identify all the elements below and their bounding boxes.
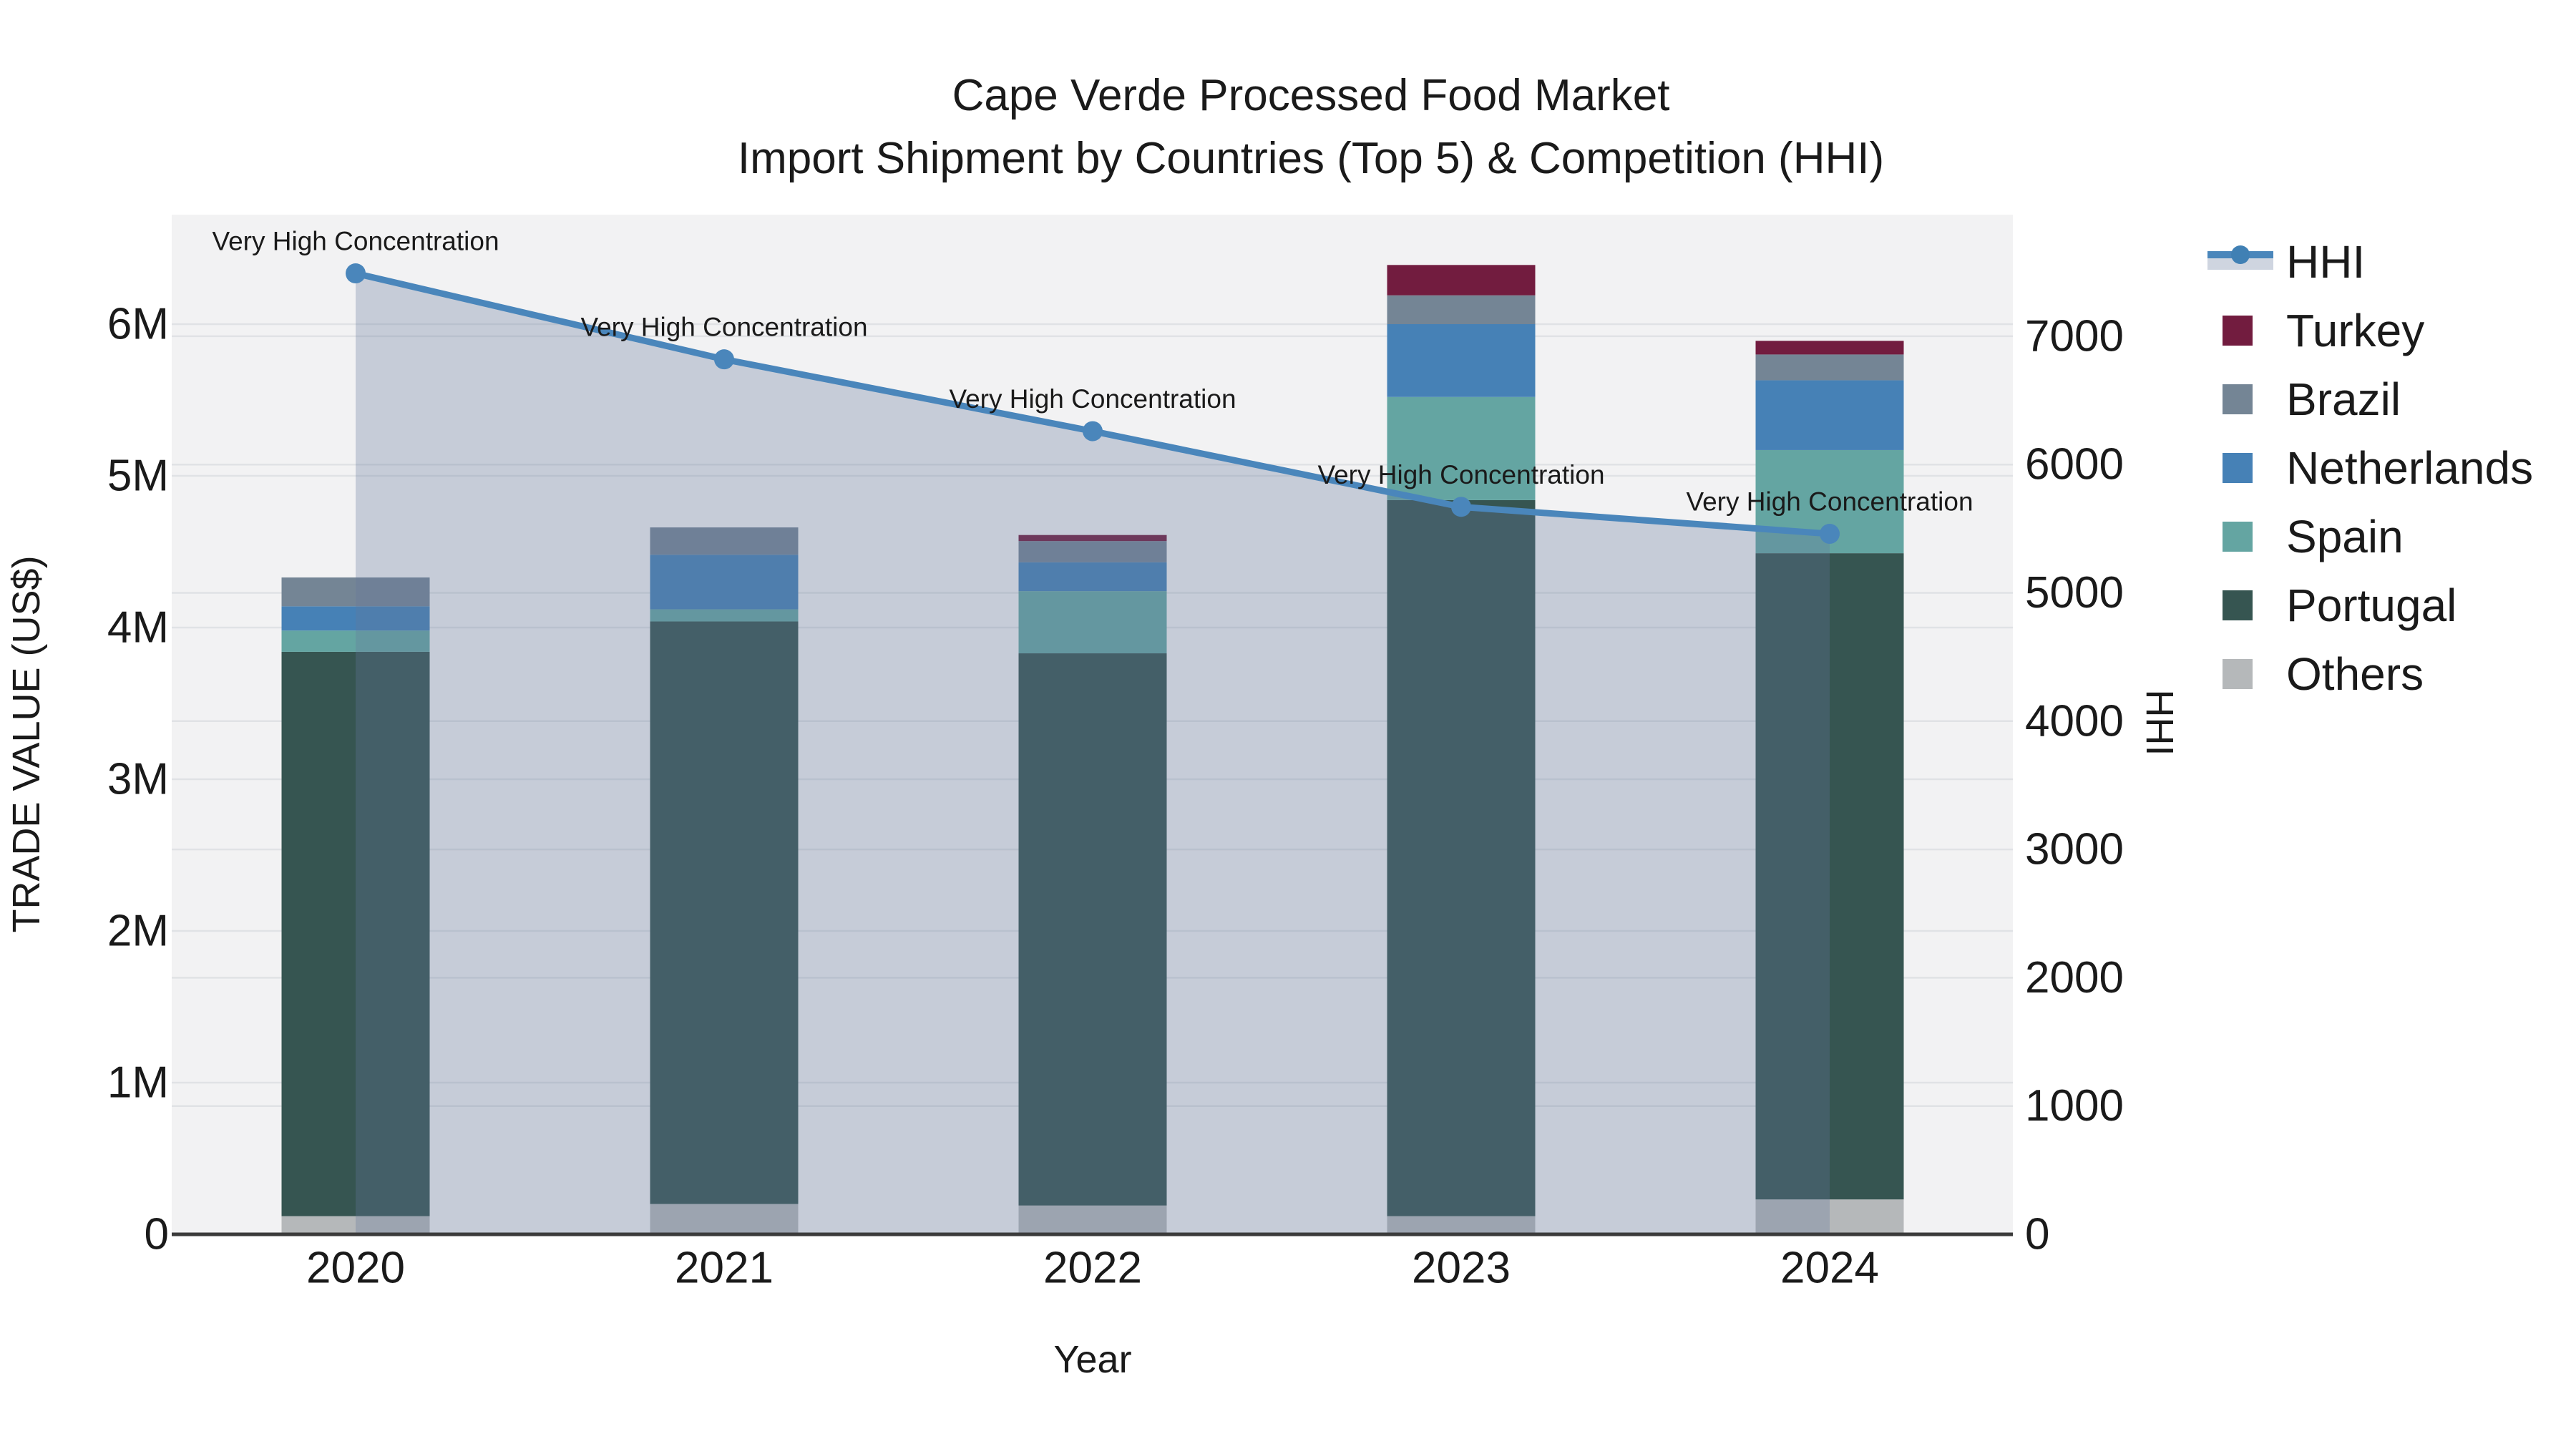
bar-2022-netherlands: [1018, 562, 1167, 592]
y-left-tick-1M: 1M: [107, 1058, 169, 1108]
x-tick-2021: 2021: [675, 1244, 774, 1293]
bar-2020-brazil: [281, 577, 430, 607]
y-right-tick-5000: 5000: [2025, 568, 2124, 618]
y-left-tick-0: 0: [145, 1210, 169, 1259]
hhi-point-2023: [1451, 497, 1471, 517]
y-right-tick-4000: 4000: [2025, 696, 2124, 746]
bar-2022-others: [1018, 1205, 1167, 1234]
y-right-tick-1000: 1000: [2025, 1081, 2124, 1131]
y-right-tick-3000: 3000: [2025, 825, 2124, 874]
hhi-point-2020: [346, 263, 366, 284]
y-left-tick-5M: 5M: [107, 452, 169, 501]
legend-label: Others: [2286, 648, 2424, 700]
legend-item-turkey: Turkey: [2207, 296, 2533, 365]
y-left-tick-2M: 2M: [107, 907, 169, 956]
y-right-tick-6000: 6000: [2025, 440, 2124, 489]
annotation-2024: Very High Concentration: [1686, 487, 1973, 517]
bar-2020-others: [281, 1216, 430, 1234]
hhi-line-legend-icon: [2207, 245, 2273, 270]
annotation-2022: Very High Concentration: [949, 384, 1236, 414]
hhi-line: [346, 263, 1840, 545]
annotations: Very High Concentration Very High Concent…: [212, 227, 1973, 517]
x-tick-2024: 2024: [1780, 1244, 1879, 1293]
bar-2020-spain: [281, 630, 430, 652]
bar-2023-spain: [1387, 396, 1536, 500]
legend-item-others: Others: [2207, 640, 2533, 708]
bar-2021-spain: [650, 609, 799, 622]
y-right-tick-7000: 7000: [2025, 311, 2124, 361]
bar-2022-brazil: [1018, 541, 1167, 562]
others-swatch-icon: [2207, 659, 2273, 689]
legend-label: Portugal: [2286, 580, 2457, 631]
bar-2021-brazil: [650, 527, 799, 555]
bar-2022-turkey: [1018, 535, 1167, 542]
bar-2022-portugal: [1018, 653, 1167, 1206]
bar-2023-others: [1387, 1216, 1536, 1234]
brazil-swatch-icon: [2207, 384, 2273, 414]
hhi-point-2021: [714, 349, 734, 370]
y-axis-left-title: TRADE VALUE (US$): [5, 555, 48, 932]
chart-title-line1: Cape Verde Processed Food Market: [952, 71, 1670, 120]
bar-2024-netherlands: [1755, 380, 1904, 450]
chart-title-line2: Import Shipment by Countries (Top 5) & C…: [737, 134, 1885, 183]
x-axis-title: Year: [1053, 1338, 1131, 1381]
bar-2023-turkey: [1387, 265, 1536, 296]
spain-swatch-icon: [2207, 522, 2273, 552]
y-left-tick-6M: 6M: [107, 300, 169, 349]
legend-label: Brazil: [2286, 374, 2401, 425]
hhi-point-2024: [1820, 524, 1840, 545]
x-tick-2023: 2023: [1412, 1244, 1511, 1293]
y-right-tick-2000: 2000: [2025, 953, 2124, 1002]
bar-2024-brazil: [1755, 354, 1904, 381]
legend-item-brazil: Brazil: [2207, 365, 2533, 434]
legend-label: HHI: [2286, 236, 2366, 288]
hhi-point-2022: [1083, 421, 1103, 441]
bar-2021-others: [650, 1204, 799, 1234]
bar-2021-portugal: [650, 621, 799, 1204]
x-tick-2020: 2020: [306, 1244, 405, 1293]
bar-2020-netherlands: [281, 606, 430, 631]
bar-2023-brazil: [1387, 295, 1536, 324]
legend-item-hhi: HHI: [2207, 228, 2533, 296]
bar-2022-spain: [1018, 591, 1167, 654]
legend-label: Turkey: [2286, 305, 2425, 356]
legend-label: Spain: [2286, 511, 2404, 562]
turkey-swatch-icon: [2207, 316, 2273, 346]
annotation-2020: Very High Concentration: [212, 227, 499, 256]
bar-2020-portugal: [281, 651, 430, 1216]
legend-item-netherlands: Netherlands: [2207, 434, 2533, 502]
annotation-2021: Very High Concentration: [580, 313, 867, 342]
y-left-tick-3M: 3M: [107, 755, 169, 804]
bar-2024-turkey: [1755, 341, 1904, 355]
y-left-tick-4M: 4M: [107, 603, 169, 653]
bar-2023-portugal: [1387, 499, 1536, 1216]
legend-item-spain: Spain: [2207, 502, 2533, 571]
y-right-tick-0: 0: [2025, 1210, 2049, 1259]
bar-2024-portugal: [1755, 553, 1904, 1200]
x-tick-2022: 2022: [1043, 1244, 1142, 1293]
portugal-swatch-icon: [2207, 590, 2273, 620]
y-axis-right-title: HHI: [2138, 690, 2181, 756]
netherlands-swatch-icon: [2207, 453, 2273, 483]
axis-tick-labels: 0 1M 2M 3M 4M 5M 6M 0 1000 2000 3000 4000 5000 6000 70…: [107, 300, 2124, 1293]
bar-2024-others: [1755, 1199, 1904, 1234]
stacked-bars: [281, 265, 1904, 1234]
annotation-2023: Very High Concentration: [1317, 460, 1604, 489]
legend: HHI Turkey Brazil Netherlands Spain Portugal O…: [2207, 228, 2533, 708]
bar-2023-netherlands: [1387, 324, 1536, 397]
bar-2021-netherlands: [650, 555, 799, 610]
legend-item-portugal: Portugal: [2207, 571, 2533, 640]
legend-label: Netherlands: [2286, 442, 2534, 494]
